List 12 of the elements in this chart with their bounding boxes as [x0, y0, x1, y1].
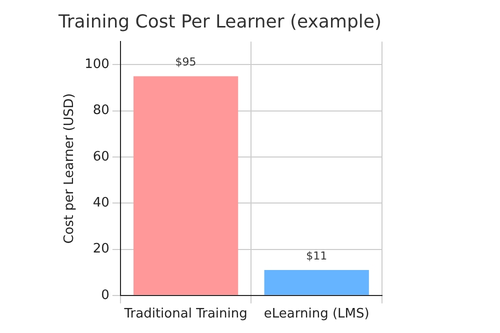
chart-title: Training Cost Per Learner (example) [58, 11, 382, 32]
y-tick-label: 60 [92, 149, 110, 164]
y-axis-title: Cost per Learner (USD) [62, 93, 78, 244]
y-tick-label: 100 [84, 57, 110, 72]
y-tick-label: 80 [92, 103, 110, 118]
y-tick-label: 0 [101, 288, 110, 303]
y-tick-label: 20 [92, 242, 110, 257]
data-label: $95 [175, 56, 196, 69]
x-tick-label: Traditional Training [123, 306, 248, 322]
data-label: $11 [306, 249, 328, 262]
x-tick-label: eLearning (LMS) [264, 306, 370, 322]
y-tick-label: 40 [92, 195, 110, 210]
